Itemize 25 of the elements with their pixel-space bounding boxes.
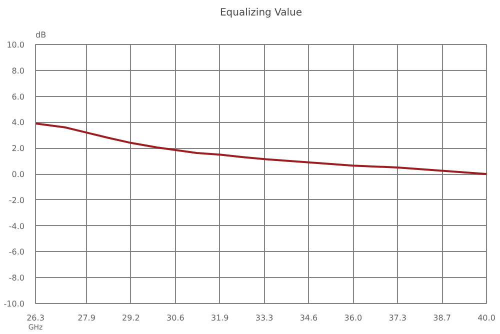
y-tick-label: 0.0	[12, 170, 25, 179]
x-tick-label: 36.0	[344, 314, 362, 322]
x-tick-label: 38.7	[433, 314, 451, 322]
y-tick-label: -2.0	[8, 196, 24, 205]
x-tick-label: 40.0	[478, 314, 496, 322]
x-tick-label: 33.3	[255, 314, 274, 322]
y-tick-label: 10.0	[6, 40, 24, 50]
y-tick-label: 6.0	[12, 92, 25, 102]
x-tick-label: 29.2	[122, 314, 140, 322]
x-tick-label: 31.9	[210, 314, 229, 322]
y-axis-title: dB	[36, 30, 46, 40]
y-tick-label: -8.0	[8, 274, 24, 283]
y-tick-label: -10.0	[4, 300, 25, 308]
y-tick-label: -6.0	[8, 248, 24, 257]
y-tick-label: -4.0	[8, 222, 24, 231]
x-tick-label: 34.6	[300, 314, 318, 322]
y-tick-label: 4.0	[12, 118, 25, 128]
x-tick-label: 30.6	[166, 314, 184, 322]
x-tick-label: 27.9	[78, 314, 96, 322]
x-tick-label: 37.3	[388, 314, 407, 322]
y-tick-label: 2.0	[12, 144, 25, 154]
chart-title: Equalizing Value	[220, 8, 302, 18]
line-series	[36, 122, 486, 175]
x-tick-label: 26.3	[26, 314, 44, 322]
y-tick-label: 8.0	[12, 66, 25, 76]
